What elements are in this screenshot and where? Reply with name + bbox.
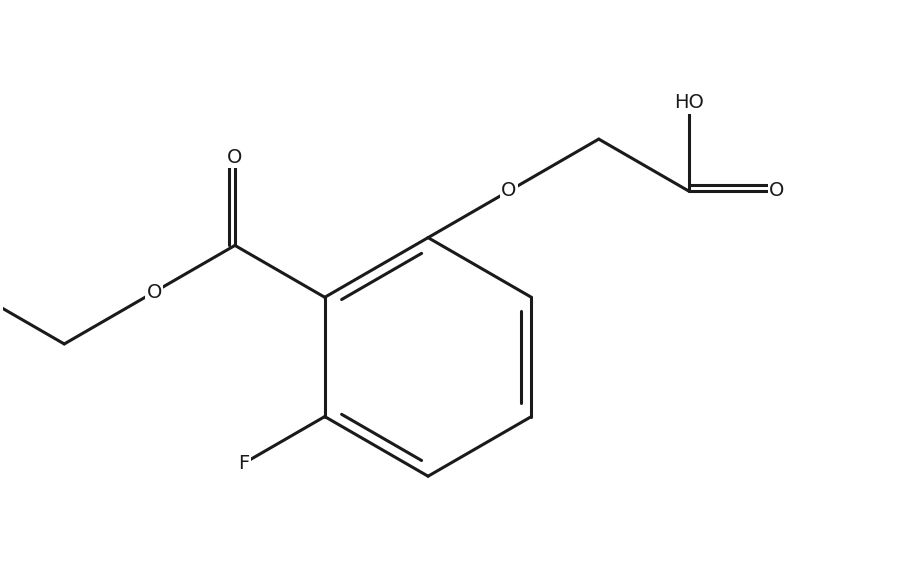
Text: F: F xyxy=(238,454,250,472)
Text: HO: HO xyxy=(674,93,704,112)
Text: O: O xyxy=(769,181,785,200)
Text: O: O xyxy=(501,181,517,200)
Text: O: O xyxy=(227,148,242,167)
Text: O: O xyxy=(146,283,162,302)
